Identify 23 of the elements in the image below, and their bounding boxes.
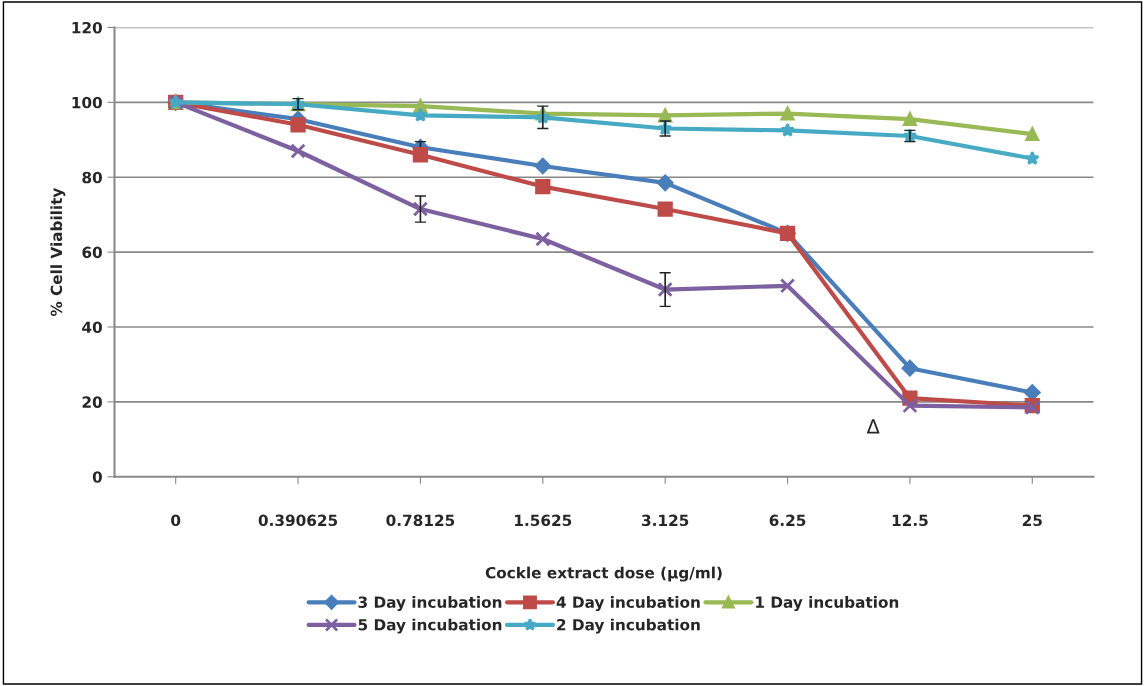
y-tick-label: 120 bbox=[72, 21, 102, 34]
legend-label: 3 Day incubation bbox=[358, 596, 502, 612]
x-tick-label: 0 bbox=[171, 514, 181, 527]
annotation: Δ bbox=[866, 419, 880, 434]
legend-label: 2 Day incubation bbox=[557, 618, 700, 634]
x-axis-title: Cockle extract dose (µg/ml) bbox=[485, 566, 722, 582]
y-tick-label: 40 bbox=[82, 321, 102, 334]
x-tick-label: 0.78125 bbox=[386, 514, 455, 527]
y-axis-title: % Cell Viability bbox=[50, 187, 66, 317]
legend-label: 1 Day incubation bbox=[756, 596, 899, 612]
y-tick-label: 20 bbox=[82, 396, 102, 408]
y-tick-label: 0 bbox=[92, 471, 102, 483]
x-tick-label: 12.5 bbox=[892, 514, 928, 527]
y-tick-label: 80 bbox=[82, 171, 102, 184]
x-tick-label: 1.5625 bbox=[515, 514, 572, 527]
x-tick-label: 6.25 bbox=[769, 514, 806, 527]
legend-label: 4 Day incubation bbox=[556, 596, 700, 612]
x-tick-label: 3.125 bbox=[642, 514, 689, 527]
y-tick-label: 100 bbox=[72, 96, 102, 109]
legend-label: 5 Day incubation bbox=[358, 618, 502, 634]
x-tick-label: 25 bbox=[1022, 514, 1042, 527]
y-tick-label: 60 bbox=[82, 246, 102, 259]
x-tick-label: 0.390625 bbox=[258, 514, 338, 527]
